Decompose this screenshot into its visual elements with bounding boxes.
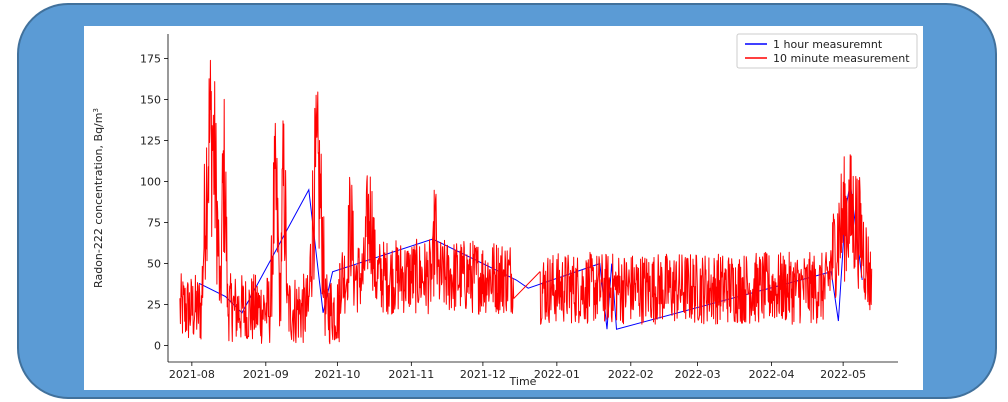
- series-10-min-segment-2: [339, 175, 515, 315]
- y-tick-label: 100: [140, 176, 161, 189]
- series-10-min-segment-3: [539, 154, 873, 325]
- y-tick-label: 75: [147, 217, 161, 230]
- y-axis-label-superscript: 3: [92, 108, 100, 112]
- x-tick-label: 2022-03: [675, 368, 721, 381]
- legend-entry-label: 10 minute measurement: [773, 52, 910, 65]
- y-tick-label: 25: [147, 299, 161, 312]
- x-tick-label: 2021-11: [388, 368, 434, 381]
- x-tick-label: 2022-01: [534, 368, 580, 381]
- x-tick-label: 2022-02: [608, 368, 654, 381]
- legend-entry-label: 1 hour measuremnt: [773, 38, 883, 51]
- axes: 0 25 50 75 100 125 150 175 2021-08 2021-09 2021-10…: [140, 34, 898, 381]
- x-tick-label: 2021-10: [314, 368, 360, 381]
- x-tick-label: 2022-04: [749, 368, 795, 381]
- x-tick-label: 2022-05: [820, 368, 866, 381]
- x-tick-label: 2021-12: [460, 368, 506, 381]
- x-tick-label: 2021-08: [169, 368, 215, 381]
- series-10-min-segment-1: [179, 59, 341, 345]
- y-tick-label: 125: [140, 135, 161, 148]
- x-tick-label: 2021-09: [243, 368, 289, 381]
- y-axis-label: Radon-222 concentration, Bq/m3: [92, 108, 105, 288]
- y-tick-label: 150: [140, 94, 161, 107]
- y-tick-label: 175: [140, 53, 161, 66]
- y-axis-label-main: Radon-222 concentration, Bq/m: [92, 113, 105, 288]
- y-tick-label: 50: [147, 258, 161, 271]
- x-axis-label: Time: [509, 375, 537, 388]
- series-1-hour-line: [198, 183, 863, 330]
- series-10-min-gap-connector: [513, 271, 541, 299]
- legend-box: [736, 33, 918, 69]
- series-layer: [179, 59, 873, 345]
- y-tick-label: 0: [154, 340, 161, 353]
